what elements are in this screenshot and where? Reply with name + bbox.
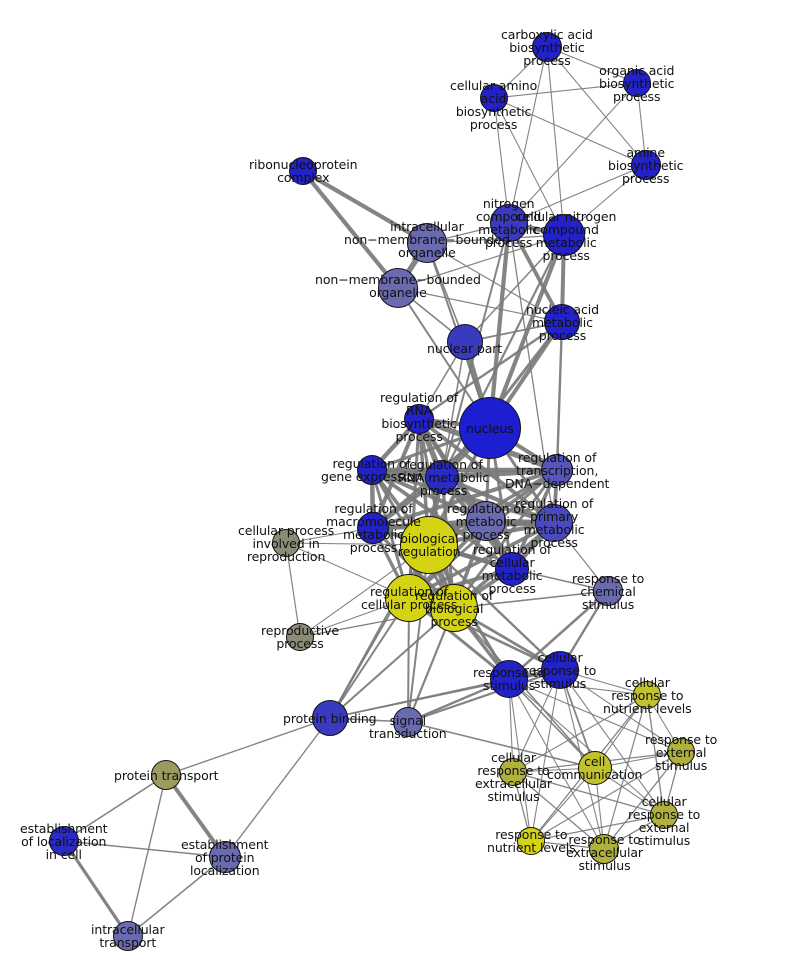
graph-edge bbox=[530, 751, 682, 842]
graph-edge bbox=[508, 678, 665, 816]
graph-node-cellular-process-involved-in-reproduction[interactable] bbox=[272, 529, 300, 557]
graph-edge bbox=[299, 607, 455, 638]
graph-edge bbox=[512, 771, 665, 816]
graph-edge bbox=[329, 607, 455, 719]
graph-edge bbox=[530, 814, 665, 842]
graph-node-regulation-of-metabolic-process[interactable] bbox=[466, 501, 506, 541]
graph-node-regulation-of-cellular-metabolic-process[interactable] bbox=[495, 552, 529, 586]
graph-edge bbox=[512, 771, 605, 850]
graph-edge bbox=[397, 287, 563, 323]
graph-node-response-to-chemical-stimulus[interactable] bbox=[593, 576, 623, 606]
graph-edge bbox=[546, 46, 647, 166]
graph-edge bbox=[508, 678, 682, 753]
graph-edge bbox=[127, 774, 167, 937]
graph-node-regulation-of-transcription-dna-dependent[interactable] bbox=[541, 454, 573, 486]
graph-edge bbox=[62, 840, 130, 937]
graph-node-regulation-of-rna-metabolic-process[interactable] bbox=[425, 460, 459, 494]
graph-edge bbox=[603, 694, 648, 850]
graph-node-cell-communication[interactable] bbox=[578, 751, 612, 785]
graph-edge bbox=[508, 82, 638, 224]
graph-edge bbox=[285, 542, 301, 638]
graph-edge bbox=[508, 46, 548, 224]
graph-node-signal-transduction[interactable] bbox=[393, 707, 423, 737]
graph-edge bbox=[487, 222, 512, 429]
graph-node-cellular-response-to-stimulus[interactable] bbox=[541, 651, 579, 689]
graph-edge bbox=[428, 544, 561, 671]
graph-edge bbox=[329, 427, 491, 719]
graph-node-nucleus[interactable] bbox=[459, 397, 521, 459]
graph-node-intracellular-transport[interactable] bbox=[113, 921, 143, 951]
graph-node-establishment-of-protein-localization[interactable] bbox=[209, 841, 241, 873]
graph-edge bbox=[508, 590, 609, 680]
graph-edge bbox=[493, 97, 510, 224]
graph-node-response-to-extracellular-stimulus[interactable] bbox=[589, 834, 619, 864]
graph-node-cellular-response-to-external-stimulus[interactable] bbox=[650, 801, 678, 829]
graph-edge bbox=[301, 169, 400, 290]
graph-node-ribonucleoprotein-complex[interactable] bbox=[289, 157, 317, 185]
graph-edge bbox=[63, 840, 226, 858]
graph-edge bbox=[407, 544, 430, 723]
graph-edge bbox=[493, 97, 647, 166]
graph-edge bbox=[464, 234, 565, 343]
graph-node-regulation-of-gene-expression[interactable] bbox=[357, 455, 387, 485]
graph-edge bbox=[127, 856, 226, 937]
graph-node-organic-acid-biosynthetic-process[interactable] bbox=[623, 69, 651, 97]
graph-edge bbox=[441, 341, 466, 478]
graph-node-protein-binding[interactable] bbox=[312, 700, 348, 736]
graph-node-biological-regulation[interactable] bbox=[400, 516, 458, 574]
graph-node-carboxylic-acid-biosynthetic-process[interactable] bbox=[532, 32, 562, 62]
graph-edge bbox=[512, 694, 648, 773]
graph-edge bbox=[508, 678, 605, 850]
graph-node-cellular-response-to-nutrient-levels[interactable] bbox=[633, 681, 661, 709]
graph-node-response-to-external-stimulus[interactable] bbox=[667, 738, 695, 766]
graph-edge bbox=[397, 234, 565, 289]
graph-edge bbox=[555, 321, 564, 471]
graph-node-regulation-of-rna-biosynthetic-process[interactable] bbox=[404, 404, 434, 434]
graph-edge bbox=[301, 169, 429, 245]
graph-edge bbox=[559, 669, 665, 816]
graph-node-reproductive-process[interactable] bbox=[286, 623, 314, 651]
graph-edge bbox=[508, 164, 647, 224]
graph-edge bbox=[546, 46, 638, 84]
graph-node-nitrogen-compound-metabolic-process[interactable] bbox=[490, 204, 528, 242]
graph-edge bbox=[371, 468, 555, 525]
graph-edge bbox=[559, 669, 682, 753]
graph-node-non-membrane-bounded-organelle[interactable] bbox=[378, 268, 418, 308]
graph-edge bbox=[165, 717, 331, 776]
graph-node-regulation-of-biological-process[interactable] bbox=[430, 584, 478, 632]
graph-edge bbox=[546, 46, 565, 236]
graph-edge bbox=[493, 97, 565, 236]
graph-node-cellular-response-to-extracellular-stimulus[interactable] bbox=[499, 758, 527, 786]
graph-node-response-to-nutrient-levels[interactable] bbox=[517, 827, 545, 855]
graph-edge bbox=[407, 668, 561, 724]
graph-node-response-to-stimulus[interactable] bbox=[490, 660, 528, 698]
graph-edge bbox=[426, 234, 565, 244]
graph-edge bbox=[493, 82, 638, 99]
graph-node-regulation-of-macromolecule-metabolic-process[interactable] bbox=[357, 512, 389, 544]
graph-edge bbox=[508, 678, 648, 696]
graph-edge bbox=[224, 717, 331, 858]
graph-node-amine-biosynthetic-process[interactable] bbox=[631, 150, 661, 180]
graph-node-establishment-of-localization-in-cell[interactable] bbox=[49, 826, 79, 856]
graph-node-regulation-of-cellular-process[interactable] bbox=[385, 574, 433, 622]
graph-edge bbox=[488, 234, 566, 429]
graph-node-regulation-of-primary-metabolic-process[interactable] bbox=[535, 504, 573, 542]
graph-edge bbox=[426, 242, 563, 323]
graph-node-nucleic-acid-metabolic-process[interactable] bbox=[544, 304, 580, 340]
graph-node-cellular-nitrogen-compound-metabolic-process[interactable] bbox=[543, 214, 585, 256]
graph-node-nuclear-part[interactable] bbox=[447, 324, 483, 360]
graph-edge bbox=[453, 590, 609, 609]
graph-node-intracellular-non-membrane-bounded-organelle[interactable] bbox=[407, 223, 447, 263]
graph-edge bbox=[407, 721, 596, 769]
graph-node-cellular-amino-acid-biosynthetic-process[interactable] bbox=[480, 84, 508, 112]
graph-node-protein-transport[interactable] bbox=[151, 760, 181, 790]
graph-edge bbox=[418, 321, 563, 420]
graph-edge bbox=[63, 774, 167, 842]
